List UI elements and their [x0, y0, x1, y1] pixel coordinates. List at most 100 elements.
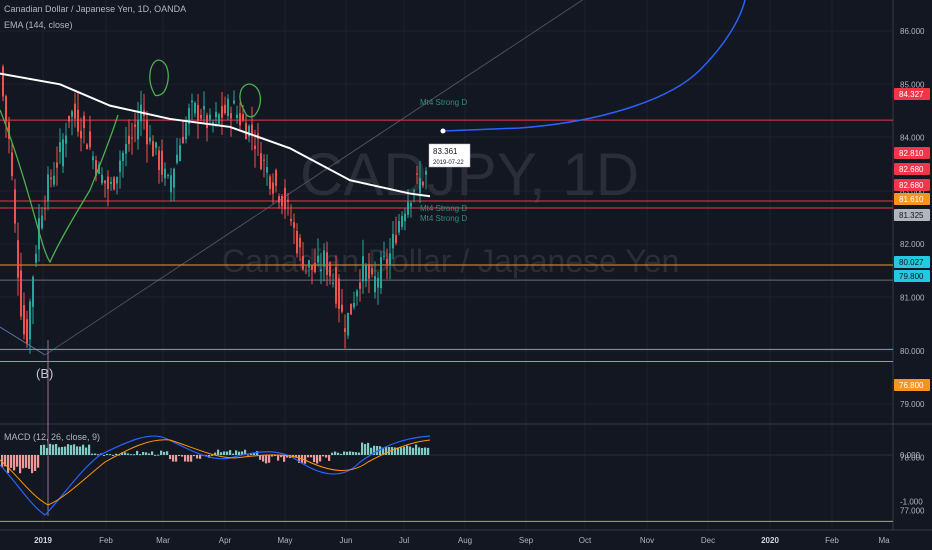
- macd-hist-bar: [55, 444, 58, 455]
- candle-body: [95, 160, 97, 176]
- macd-hist-bar: [358, 452, 361, 455]
- macd-hist-bar: [124, 452, 127, 455]
- macd-hist-bar: [118, 454, 121, 456]
- macd-hist-bar: [31, 455, 34, 474]
- macd-hist-bar: [127, 453, 130, 455]
- macd-hist-bar: [277, 455, 280, 461]
- candle-body: [119, 160, 121, 172]
- price-badge-text: 82.680: [899, 165, 924, 174]
- tooltip-price: 83.361: [433, 147, 458, 156]
- price-badge: 76.800: [894, 379, 930, 391]
- macd-hist-bar: [163, 451, 166, 455]
- macd-hist-bar: [97, 454, 100, 456]
- macd-hist-bar: [211, 454, 214, 456]
- macd-hist-bar: [130, 454, 133, 456]
- macd-hist-bar: [355, 452, 358, 455]
- macd-hist-bar: [256, 451, 259, 455]
- projection-curve: [442, 0, 746, 132]
- candle-body: [278, 196, 280, 203]
- candle-body: [197, 104, 199, 121]
- macd-label[interactable]: MACD (12, 26, close, 9): [4, 432, 101, 442]
- macd-hist-bar: [16, 455, 19, 467]
- macd-hist-bar: [250, 453, 253, 455]
- price-badge: 81.610: [894, 193, 930, 205]
- macd-hist-bar: [88, 444, 91, 455]
- macd-hist-bar: [64, 446, 67, 455]
- price-badge-text: 82.680: [899, 181, 924, 190]
- price-badge: 79.800: [894, 270, 930, 282]
- macd-hist-bar: [253, 452, 256, 455]
- candle-body: [20, 270, 22, 317]
- candle-body: [236, 114, 238, 118]
- candle-body: [245, 123, 247, 140]
- macd-line: [0, 435, 431, 516]
- macd-hist-bar: [94, 453, 97, 455]
- ema-label[interactable]: EMA (144, close): [4, 20, 73, 30]
- macd-hist-bar: [226, 451, 229, 455]
- price-axis-label: 83.000: [900, 187, 925, 196]
- candle-body: [152, 141, 154, 157]
- signal-line: [0, 439, 431, 506]
- candle-body: [50, 177, 52, 180]
- time-axis-label: Apr: [219, 536, 232, 545]
- candle-body: [65, 135, 67, 144]
- macd-hist-bar: [295, 455, 298, 458]
- candle-body: [158, 150, 160, 171]
- candle-body: [71, 111, 73, 117]
- macd-hist-bar: [49, 443, 52, 455]
- macd-hist-bar: [364, 444, 367, 455]
- candle-body: [365, 265, 367, 282]
- macd-hist-bar: [85, 447, 88, 455]
- annotation-mt4-mid1: Mt4 Strong D: [420, 204, 467, 213]
- trendline-left: [0, 326, 46, 356]
- candle-body: [122, 152, 124, 162]
- macd-hist-bar: [313, 455, 316, 463]
- price-badge: 80.027: [894, 256, 930, 268]
- candle-body: [314, 262, 316, 273]
- macd-hist-bar: [340, 453, 343, 455]
- candle-body: [341, 304, 343, 312]
- macd-hist-bar: [352, 451, 355, 455]
- price-axis-label: 85.000: [900, 80, 925, 89]
- macd-hist-bar: [412, 447, 415, 455]
- macd-hist-bar: [241, 451, 244, 455]
- macd-hist-bar: [268, 455, 271, 463]
- time-axis-label: Oct: [579, 536, 592, 545]
- macd-hist-bar: [187, 455, 190, 462]
- candle-body: [332, 282, 334, 284]
- macd-hist-bar: [58, 447, 61, 455]
- candle-body: [284, 187, 286, 210]
- macd-hist-bar: [196, 455, 199, 459]
- annotation-mt4-top: Mt4 Strong D: [420, 98, 467, 107]
- time-axis-label: Jun: [340, 536, 353, 545]
- candle-body: [194, 102, 196, 114]
- candle-body: [368, 263, 370, 279]
- price-axis-label: 78.000: [900, 453, 925, 462]
- macd-hist-bar: [43, 444, 46, 455]
- candle-body: [110, 181, 112, 184]
- candle-body: [32, 276, 34, 307]
- macd-hist-bar: [421, 448, 424, 455]
- macd-hist-bar: [223, 451, 226, 455]
- candle-body: [191, 100, 193, 103]
- price-badge-bg: [894, 147, 930, 159]
- candle-body: [374, 276, 376, 293]
- price-badge-bg: [894, 163, 930, 175]
- macd-hist-bar: [280, 455, 283, 458]
- macd-hist-bar: [367, 442, 370, 455]
- candle-body: [299, 237, 301, 248]
- candle-body: [308, 260, 310, 268]
- price-badge-text: 82.810: [899, 149, 924, 158]
- time-axis-label: Nov: [640, 536, 654, 545]
- candle-body: [323, 250, 325, 267]
- time-axis-label: Mar: [156, 536, 170, 545]
- candle-body: [344, 328, 346, 333]
- candle-body: [338, 278, 340, 309]
- macd-hist-bar: [103, 454, 106, 456]
- time-axis-label: 2019: [34, 536, 52, 545]
- macd-hist-bar: [409, 446, 412, 455]
- candle-body: [401, 215, 403, 227]
- candle-body: [218, 114, 220, 124]
